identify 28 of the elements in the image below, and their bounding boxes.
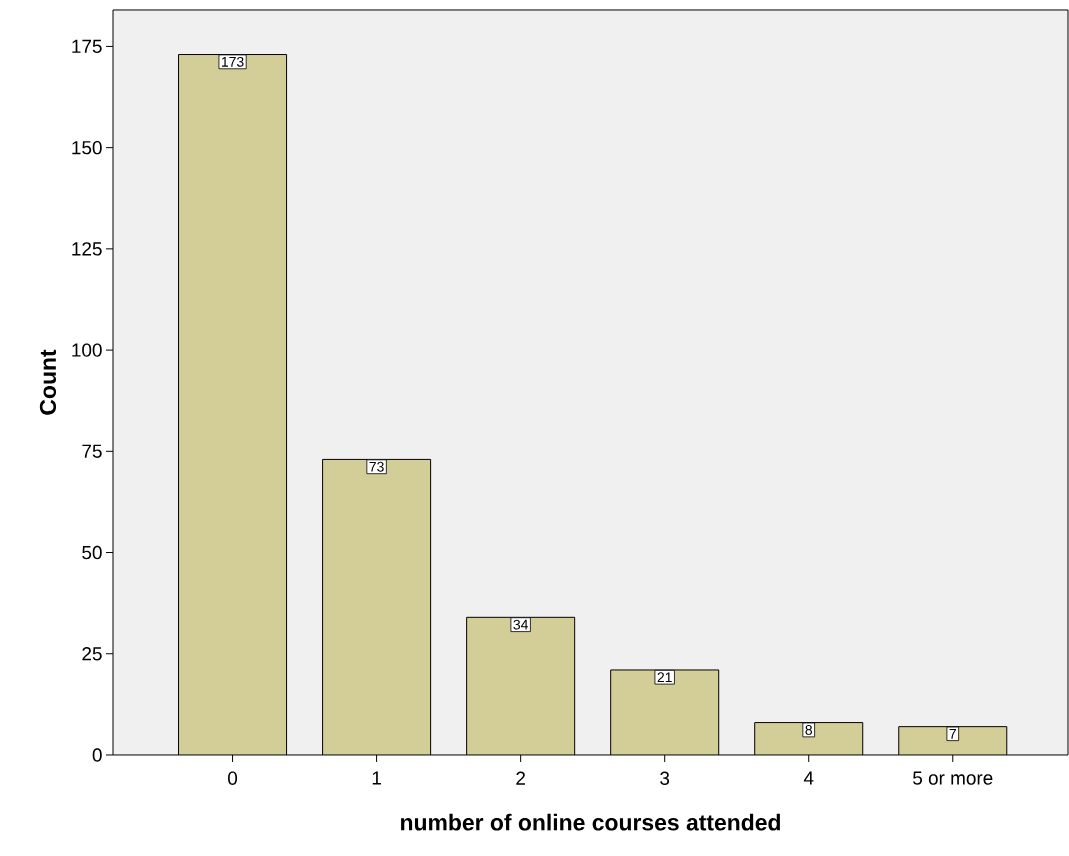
bar	[754, 722, 863, 755]
y-tick-label: 125	[72, 242, 102, 256]
x-tick-label: 0	[228, 771, 238, 785]
y-tick-label: 0	[92, 748, 102, 762]
y-tick-label: 25	[82, 647, 102, 661]
y-tick-label: 150	[72, 140, 102, 155]
y-tick-label: 175	[72, 39, 102, 54]
y-tick-label: 75	[82, 444, 102, 458]
bar	[898, 726, 1008, 755]
x-tick-label: 5 or more	[913, 771, 993, 785]
data-label: 173	[221, 56, 244, 67]
data-label: 21	[657, 672, 672, 683]
y-tick-label: 100	[72, 343, 102, 357]
data-label: 34	[513, 619, 528, 630]
x-tick-label: 1	[372, 771, 381, 785]
bar	[178, 54, 287, 755]
data-label: 7	[949, 729, 956, 739]
y-axis-title: Count	[39, 349, 57, 415]
data-label: 8	[805, 724, 813, 735]
bar	[322, 459, 431, 755]
data-label: 73	[369, 461, 384, 472]
x-tick-label: 3	[660, 771, 670, 785]
x-axis-title: number of online courses attended	[401, 813, 780, 831]
bar	[466, 617, 575, 755]
bar	[610, 669, 719, 755]
x-tick-label: 4	[803, 771, 814, 785]
x-tick-label: 2	[516, 771, 525, 785]
y-tick-label: 50	[82, 545, 102, 560]
